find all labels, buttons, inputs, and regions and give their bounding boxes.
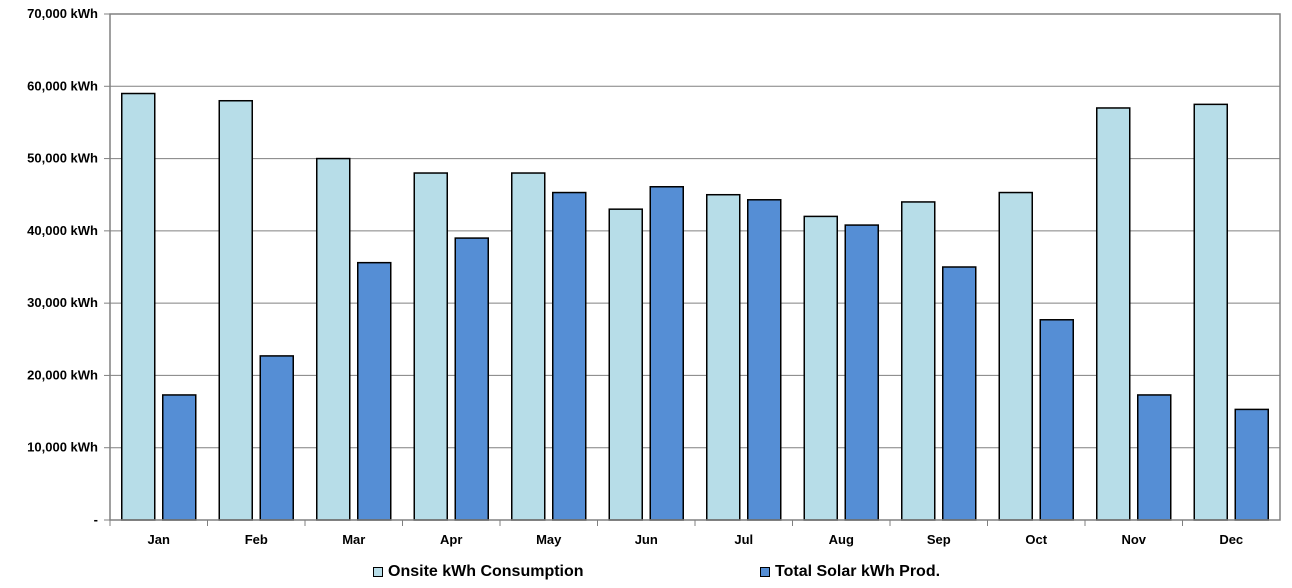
y-tick-label: 70,000 kWh [27, 6, 98, 21]
y-tick-label: 20,000 kWh [27, 367, 98, 382]
bar-solar-oct [1039, 319, 1074, 521]
grid-layer [104, 13, 1280, 526]
legend-label-consumption: Onsite kWh Consumption [388, 563, 584, 580]
legend-item-solar: Total Solar kWh Prod. [760, 563, 940, 581]
y-tick-label: 50,000 kWh [27, 151, 98, 166]
bar-solar-jan [162, 394, 197, 521]
bar-consumption-may [511, 172, 546, 521]
bar-solar-feb [259, 355, 294, 521]
x-tick-label: Nov [1121, 532, 1146, 547]
y-tick-label: 40,000 kWh [27, 223, 98, 238]
chart-svg: - 10,000 kWh 20,000 kWh 30,000 kWh 40,000 kW… [27, 6, 1281, 547]
bar-consumption-sep [901, 201, 936, 521]
bar-solar-jun [649, 186, 684, 521]
bar-solar-apr [454, 237, 489, 521]
y-tick-label: 10,000 kWh [27, 440, 98, 455]
bar-layer [121, 92, 1269, 521]
bar-consumption-apr [413, 172, 448, 521]
x-tick-label: Mar [342, 532, 365, 547]
bar-consumption-oct [998, 191, 1033, 521]
x-tick-label: Jan [148, 532, 170, 547]
x-tick-label: Dec [1219, 532, 1243, 547]
bar-solar-sep [942, 266, 977, 521]
x-tick-label: Jul [734, 532, 753, 547]
bar-consumption-aug [803, 215, 838, 521]
legend-item-consumption: Onsite kWh Consumption [373, 563, 584, 581]
x-tick-label: Aug [829, 532, 854, 547]
legend: Onsite kWh Consumption Total Solar kWh P… [0, 563, 1292, 585]
plot-frame [109, 13, 1281, 521]
bar-solar-dec [1234, 408, 1269, 521]
legend-swatch-solar [760, 567, 770, 577]
y-tick-label: 30,000 kWh [27, 295, 98, 310]
bar-consumption-jan [121, 92, 156, 521]
bar-solar-nov [1137, 394, 1172, 521]
x-tick-label: Sep [927, 532, 951, 547]
legend-label-solar: Total Solar kWh Prod. [775, 563, 941, 580]
bar-solar-aug [844, 224, 879, 521]
x-tick-label: Feb [245, 532, 268, 547]
legend-swatch-consumption [373, 567, 383, 577]
bar-consumption-nov [1096, 107, 1131, 521]
x-tick-label: Apr [440, 532, 462, 547]
bar-consumption-jun [608, 208, 643, 521]
label-layer: - 10,000 kWh 20,000 kWh 30,000 kWh 40,000 kW… [27, 6, 1243, 547]
x-tick-label: May [536, 532, 562, 547]
bar-consumption-feb [218, 99, 253, 521]
x-tick-label: Jun [635, 532, 658, 547]
bar-consumption-mar [316, 157, 351, 521]
bar-solar-mar [357, 261, 392, 521]
bar-consumption-jul [706, 193, 741, 521]
bar-consumption-dec [1193, 103, 1228, 521]
bar-solar-jul [747, 199, 782, 521]
y-tick-label: - [94, 512, 98, 527]
bar-solar-may [552, 191, 587, 521]
x-tick-label: Oct [1025, 532, 1047, 547]
y-tick-label: 60,000 kWh [27, 78, 98, 93]
